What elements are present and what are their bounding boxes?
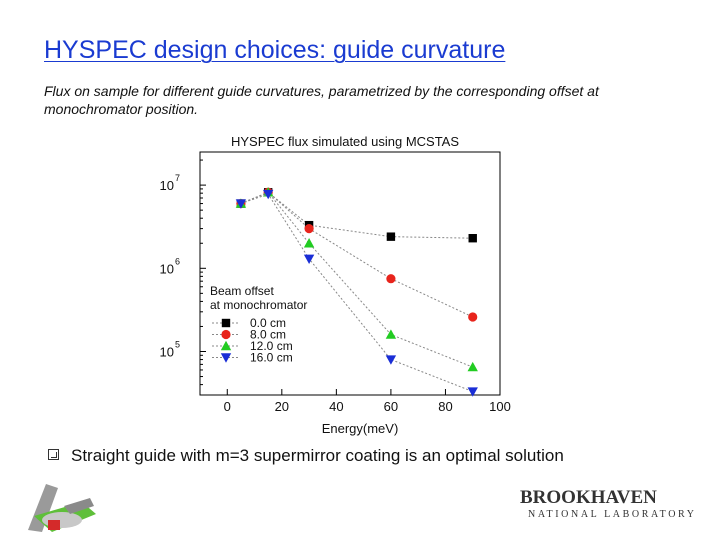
legend-label: 8.0 cm: [250, 328, 286, 342]
brookhaven-name: BROOKHAVEN: [520, 487, 657, 508]
series-line-0: [240, 191, 473, 239]
legend-label: 0.0 cm: [250, 316, 286, 330]
flux-chart: HYSPEC flux simulated using MCSTAS 0 20 40…: [160, 134, 511, 436]
legend-title: at monochromator: [210, 298, 307, 312]
x-tick-label: 60: [384, 399, 398, 414]
legend-marker: [220, 340, 232, 351]
slide-subtitle: Flux on sample for different guide curva…: [44, 83, 599, 117]
x-tick-label: 20: [275, 399, 289, 414]
x-axis-label: Energy(meV): [322, 421, 399, 436]
legend-marker: [221, 329, 231, 340]
y-tick-exponent: 5: [175, 339, 180, 349]
x-tick-label: 80: [438, 399, 452, 414]
data-point: [385, 329, 397, 339]
x-tick-label: 0: [224, 399, 231, 414]
legend-label: 12.0 cm: [250, 339, 293, 353]
data-point: [386, 274, 396, 284]
data-point: [235, 199, 247, 209]
data-point: [303, 238, 315, 248]
y-tick-exponent: 6: [175, 256, 180, 266]
bullet-text: Straight guide with m=3 supermirror coat…: [71, 446, 564, 465]
y-tick-label: 10: [160, 178, 174, 193]
data-point: [467, 361, 478, 372]
brookhaven-subtitle: NATIONAL LABORATORY: [528, 509, 697, 520]
legend-marker: [221, 318, 231, 328]
data-point: [303, 254, 315, 265]
y-tick-exponent: 7: [175, 173, 180, 183]
conclusion-bullet: Straight guide with m=3 supermirror coat…: [48, 446, 564, 466]
data-point: [468, 234, 477, 243]
data-point: [467, 387, 478, 397]
y-tick-label: 10: [160, 261, 174, 276]
chart-title: HYSPEC flux simulated using MCSTAS: [231, 134, 459, 149]
data-point: [468, 312, 478, 322]
checkbox-bullet-icon: [48, 449, 59, 460]
x-tick-label: 100: [489, 399, 511, 414]
data-point: [262, 189, 274, 200]
y-tick-label: 10: [160, 344, 174, 359]
data-point: [385, 355, 397, 365]
data-point: [304, 224, 314, 234]
brookhaven-logo: BROOKHAVEN NATIONAL LABORATORY: [520, 488, 697, 522]
instrument-logo-icon: [28, 484, 96, 532]
slide-title: HYSPEC design choices: guide curvature: [44, 36, 506, 64]
plot-frame: [199, 151, 501, 396]
legend-label: 16.0 cm: [250, 351, 293, 365]
legend-marker: [220, 353, 232, 363]
x-tick-label: 40: [329, 399, 343, 414]
data-point: [386, 232, 396, 241]
legend-title: Beam offset: [210, 284, 274, 298]
